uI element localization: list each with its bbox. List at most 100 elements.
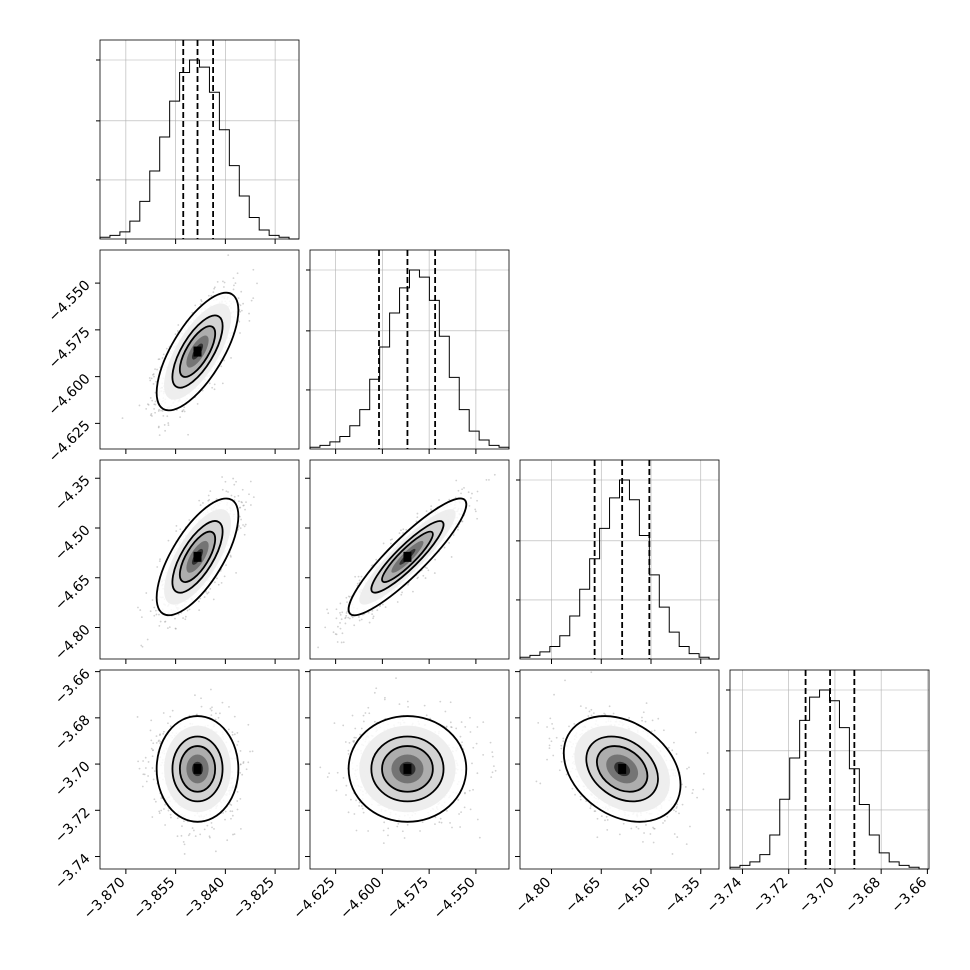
scatter-point [430, 508, 432, 511]
scatter-point [344, 617, 347, 620]
scatter-point [249, 504, 252, 506]
scatter-point [157, 425, 160, 428]
scatter-point [232, 277, 235, 280]
scatter-point [228, 705, 230, 708]
scatter-point [151, 415, 153, 417]
scatter-point [238, 500, 240, 503]
scatter-point [324, 626, 327, 629]
scatter-point [159, 558, 161, 561]
scatter-point [474, 510, 477, 513]
scatter-point [209, 587, 212, 590]
scatter-point [240, 501, 243, 503]
scatter-point [227, 254, 230, 256]
scatter-point [167, 424, 170, 427]
scatter-point [235, 571, 237, 574]
scatter-point [358, 619, 361, 622]
scatter-point [248, 320, 251, 322]
scatter-point [232, 288, 235, 291]
scatter-point [181, 410, 184, 413]
scatter-point [182, 409, 185, 411]
scatter-point [179, 416, 182, 419]
scatter-point [184, 615, 187, 618]
scatter-point [174, 333, 177, 336]
scatter-point [249, 480, 252, 483]
scatter-point [177, 324, 180, 326]
scatter-point [372, 615, 375, 618]
scatter-point [367, 611, 370, 614]
scatter-point [188, 832, 191, 835]
scatter-point [181, 825, 183, 828]
scatter-point [153, 375, 155, 378]
scatter-point [252, 297, 255, 300]
scatter-point [231, 733, 234, 736]
scatter-point [242, 504, 245, 507]
scatter-point [200, 300, 203, 303]
scatter-point [154, 368, 156, 371]
panel-frame [309, 459, 510, 660]
scatter-point [242, 504, 245, 507]
scatter-point [167, 722, 169, 725]
histogram-step [99, 59, 299, 240]
scatter-point [358, 616, 360, 618]
density-peak [193, 551, 202, 562]
scatter-point [239, 763, 242, 766]
scatter-point [167, 539, 170, 542]
scatter-point [236, 744, 239, 746]
scatter-point [152, 373, 155, 375]
scatter-point [152, 383, 155, 385]
scatter-point [460, 492, 462, 495]
scatter-point [222, 286, 225, 288]
scatter-point [233, 833, 236, 836]
scatter-point [162, 353, 165, 356]
scatter-point [356, 582, 359, 585]
scatter-point [162, 414, 165, 417]
scatter-point [233, 495, 236, 498]
scatter-point [202, 502, 204, 504]
scatter-point [345, 612, 348, 614]
scatter-point [239, 527, 242, 530]
scatter-point [159, 620, 162, 623]
scatter-panel-1-0 [99, 249, 300, 450]
scatter-point [463, 486, 465, 489]
scatter-point [341, 611, 344, 614]
scatter-point [160, 409, 162, 412]
scatter-point [158, 358, 161, 361]
scatter-point [205, 591, 207, 593]
scatter-point [187, 433, 189, 436]
scatter-point [216, 577, 218, 580]
scatter-point [402, 532, 404, 534]
panel-frame [309, 249, 510, 450]
scatter-point [194, 835, 197, 838]
scatter-point [182, 617, 184, 619]
scatter-point [164, 620, 167, 623]
scatter-point [375, 558, 378, 561]
scatter-point [154, 400, 157, 403]
scatter-point [256, 282, 258, 285]
scatter-point [153, 606, 156, 609]
scatter-point [194, 694, 196, 697]
histogram-step [309, 269, 510, 449]
scatter-point [158, 810, 161, 813]
scatter-point [485, 478, 488, 481]
scatter-point [238, 320, 241, 323]
scatter-point [164, 429, 167, 432]
scatter-point [155, 741, 158, 744]
scatter-point [164, 824, 167, 826]
scatter-point [147, 761, 150, 763]
scatter-point [199, 504, 202, 507]
scatter-point [372, 617, 374, 620]
scatter-point [230, 817, 232, 820]
scatter-point [400, 593, 403, 596]
scatter-point [158, 408, 161, 411]
scatter-point [194, 304, 197, 307]
scatter-point [217, 716, 220, 719]
scatter-point [223, 359, 226, 362]
scatter-point [160, 809, 163, 812]
scatter-point [212, 598, 215, 601]
scatter-point [177, 613, 180, 616]
panel-content [317, 473, 496, 649]
scatter-point [389, 538, 392, 541]
scatter-point [348, 596, 351, 598]
scatter-point [340, 641, 343, 644]
scatter-point [138, 767, 141, 770]
